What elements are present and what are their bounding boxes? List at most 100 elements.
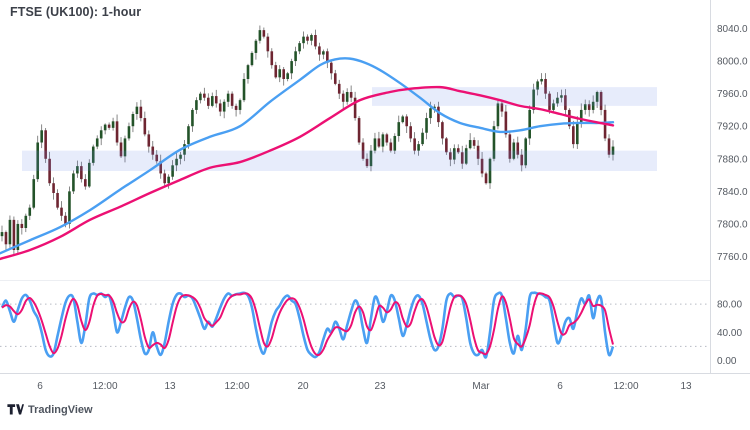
bull-candle bbox=[226, 93, 230, 102]
time-tick-label: 23 bbox=[374, 381, 386, 392]
stochastic-k-line[interactable] bbox=[0, 291, 615, 359]
candlestick-series bbox=[0, 25, 615, 255]
price-axis[interactable]: 8040.0 8000.0 7960.0 7920.0 7880.0 7840.0 7800… bbox=[717, 24, 748, 263]
bull-candle bbox=[532, 89, 535, 110]
bear-candle bbox=[56, 192, 59, 208]
bull-candle bbox=[302, 36, 305, 44]
bull-candle bbox=[464, 148, 468, 164]
bull-candle bbox=[199, 93, 202, 101]
bear-candle bbox=[115, 121, 119, 143]
bear-candle bbox=[480, 158, 484, 174]
bear-candle bbox=[151, 146, 155, 155]
bull-candle bbox=[298, 43, 301, 52]
time-tick-label: 12:00 bbox=[224, 381, 249, 392]
bear-candle bbox=[230, 93, 234, 106]
bear-candle bbox=[218, 103, 222, 112]
bull-candle bbox=[401, 116, 405, 123]
bull-candle bbox=[40, 130, 43, 143]
bull-candle bbox=[425, 118, 428, 133]
bull-candle bbox=[95, 138, 99, 147]
bull-candle bbox=[171, 165, 174, 177]
bear-candle bbox=[163, 173, 166, 184]
bull-candle bbox=[369, 150, 373, 167]
support-zone[interactable] bbox=[22, 150, 657, 172]
bear-candle bbox=[365, 158, 369, 167]
bear-candle bbox=[516, 142, 520, 155]
bull-candle bbox=[524, 138, 528, 166]
bear-candle bbox=[357, 118, 361, 143]
bull-candle bbox=[195, 100, 198, 110]
bull-candle bbox=[278, 69, 282, 78]
time-tick-label: 12:00 bbox=[92, 381, 117, 392]
bull-candle bbox=[429, 108, 432, 119]
bull-candle bbox=[575, 122, 579, 145]
bear-candle bbox=[500, 103, 504, 112]
bull-candle bbox=[250, 52, 254, 66]
bear-candle bbox=[20, 223, 24, 229]
bull-candle bbox=[373, 138, 377, 151]
price-tick-label: 7760.0 bbox=[717, 252, 748, 263]
bull-candle bbox=[183, 144, 186, 155]
stoch-tick-label: 80.00 bbox=[717, 300, 742, 311]
bull-candle bbox=[123, 138, 127, 157]
bull-candle bbox=[131, 114, 135, 127]
bull-candle bbox=[246, 65, 250, 79]
bear-candle bbox=[349, 92, 353, 98]
bull-candle bbox=[595, 92, 599, 102]
time-tick-label: 20 bbox=[297, 381, 309, 392]
bear-candle bbox=[405, 116, 408, 127]
bull-candle bbox=[103, 124, 107, 131]
bull-candle bbox=[294, 51, 297, 62]
bear-candle bbox=[413, 138, 416, 151]
bear-candle bbox=[274, 65, 278, 78]
ma-slow-line[interactable] bbox=[0, 85, 615, 261]
bear-candle bbox=[460, 152, 464, 164]
price-tick-label: 7880.0 bbox=[717, 154, 748, 165]
bear-candle bbox=[143, 118, 147, 135]
bull-candle bbox=[8, 219, 12, 245]
bull-candle bbox=[560, 95, 563, 98]
bull-candle bbox=[258, 30, 262, 41]
bull-candle bbox=[286, 73, 289, 79]
bull-candle bbox=[242, 78, 246, 101]
stoch-tick-label: 40.00 bbox=[717, 328, 742, 339]
price-tick-label: 8040.0 bbox=[717, 24, 748, 35]
bear-candle bbox=[12, 219, 16, 250]
bear-candle bbox=[361, 142, 365, 159]
bull-candle bbox=[290, 61, 293, 74]
bull-candle bbox=[556, 97, 559, 104]
bull-candle bbox=[322, 51, 325, 55]
time-tick-label: 13 bbox=[680, 381, 692, 392]
bull-candle bbox=[433, 106, 436, 109]
bear-candle bbox=[599, 92, 603, 110]
bear-candle bbox=[341, 93, 345, 102]
stochastic-d-line[interactable] bbox=[1, 292, 614, 357]
bull-candle bbox=[175, 158, 178, 166]
bull-candle bbox=[611, 146, 615, 155]
tradingview-attribution[interactable]: TradingView bbox=[7, 403, 93, 416]
bear-candle bbox=[484, 173, 488, 184]
resistance-zone[interactable] bbox=[372, 87, 657, 106]
bear-candle bbox=[306, 36, 309, 41]
bull-candle bbox=[36, 142, 40, 180]
bull-candle bbox=[496, 103, 500, 127]
bear-candle bbox=[385, 134, 389, 143]
bull-candle bbox=[238, 100, 242, 110]
time-axis[interactable]: 6 12:00 13 12:00 20 23 Mar 6 12:00 13 bbox=[37, 381, 692, 392]
bear-candle bbox=[147, 134, 151, 147]
price-tick-label: 7800.0 bbox=[717, 219, 748, 230]
stoch-axis[interactable]: 80.00 40.00 0.00 bbox=[717, 300, 742, 367]
bear-candle bbox=[119, 142, 123, 157]
bull-candle bbox=[24, 215, 28, 229]
bull-candle bbox=[421, 132, 424, 145]
price-tick-label: 8000.0 bbox=[717, 57, 748, 68]
bull-candle bbox=[99, 130, 103, 139]
stoch-tick-label: 0.00 bbox=[717, 356, 737, 367]
ma-fast-line[interactable] bbox=[0, 57, 615, 255]
bull-candle bbox=[540, 78, 543, 82]
bull-candle bbox=[536, 81, 539, 90]
bull-candle bbox=[579, 109, 583, 123]
price-tick-label: 7840.0 bbox=[717, 187, 748, 198]
bear-candle bbox=[282, 69, 285, 79]
